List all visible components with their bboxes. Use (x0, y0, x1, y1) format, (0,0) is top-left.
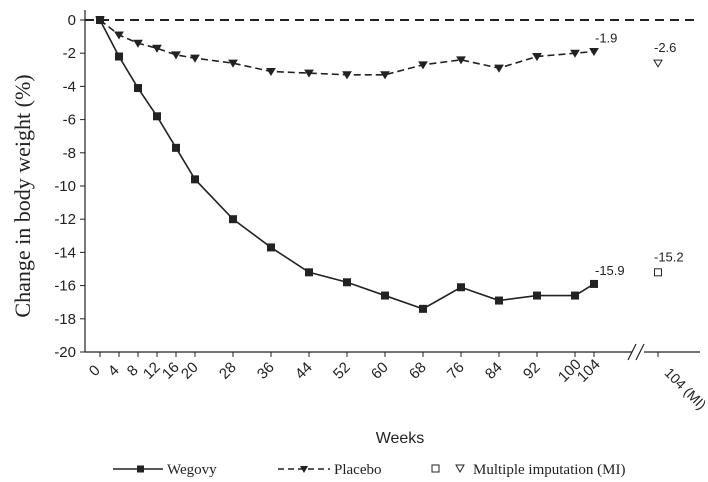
mi-value-label: -15.2 (654, 249, 684, 264)
legend-open-square (431, 464, 440, 473)
x-tick-label: 84 (482, 359, 506, 383)
data-point (571, 291, 579, 300)
data-point (342, 71, 352, 80)
mi-data-point (654, 268, 662, 277)
x-tick-label: 76 (444, 359, 468, 383)
data-point (171, 51, 181, 60)
y-tick-label: -6 (63, 112, 76, 129)
data-point (589, 48, 599, 57)
data-point (456, 56, 466, 65)
y-tick-label: -16 (54, 278, 76, 295)
legend-label-placebo: Placebo (334, 462, 381, 478)
legend-item-wegovy: Wegovy (113, 462, 217, 478)
x-tick-label: 4 (105, 362, 123, 380)
y-tick-label: -10 (54, 178, 76, 195)
data-point (380, 71, 390, 80)
y-tick-label: 0 (68, 12, 76, 29)
end-value-label: -15.9 (595, 263, 625, 278)
x-tick-label: 0 (86, 362, 104, 380)
legend-triangle-marker (300, 466, 308, 473)
end-value-label: -1.9 (595, 31, 617, 46)
data-point (114, 31, 124, 40)
legend-square-marker (137, 465, 144, 473)
x-tick-label: 28 (216, 359, 240, 383)
data-point (267, 243, 275, 252)
data-point (95, 16, 105, 25)
axis-break-mark (627, 343, 637, 361)
data-point (494, 64, 504, 73)
data-point (495, 296, 503, 305)
data-point (304, 69, 314, 78)
data-point (590, 279, 598, 288)
x-tick-label: 104 (574, 356, 604, 386)
data-point (532, 53, 542, 62)
y-tick-label: -12 (54, 211, 76, 228)
data-point (305, 268, 313, 277)
data-point (228, 59, 238, 68)
series-line-placebo (99, 19, 595, 76)
legend-item-mi: Multiple imputation (MI) (431, 462, 625, 478)
data-point (134, 84, 142, 93)
x-axis-title: Weeks (376, 430, 425, 447)
series-line-wegovy (99, 19, 595, 310)
data-point (570, 49, 580, 58)
data-point (153, 112, 161, 121)
data-point (229, 215, 237, 224)
data-point (172, 143, 180, 152)
x-tick-label: 60 (368, 359, 392, 383)
data-point (533, 291, 541, 300)
data-point (381, 291, 389, 300)
x-tick-label: 36 (254, 359, 278, 383)
legend-open-triangle (455, 464, 465, 474)
y-tick-label: -8 (63, 145, 76, 162)
data-point (266, 67, 276, 77)
data-point (115, 52, 123, 61)
x-tick-label: 52 (330, 359, 354, 383)
mi-data-point (653, 59, 663, 68)
legend-label-wegovy: Wegovy (167, 462, 217, 478)
x-tick-label: 44 (292, 359, 316, 383)
y-tick-label: -14 (54, 244, 76, 261)
mi-value-label: -2.6 (654, 40, 676, 55)
x-tick-label-mi: 104 (MI) (661, 364, 708, 412)
data-point (419, 304, 427, 313)
x-tick-label: 92 (520, 359, 544, 383)
data-point (191, 175, 199, 184)
data-point (457, 283, 465, 292)
legend-item-placebo: Placebo (278, 462, 381, 478)
data-point (190, 54, 200, 63)
y-tick-label: -2 (63, 45, 76, 62)
y-tick-label: -18 (54, 311, 76, 328)
x-tick-label: 20 (178, 359, 202, 383)
axis-break-mark (635, 343, 645, 361)
legend-label-mi: Multiple imputation (MI) (473, 462, 625, 478)
y-axis-title: Change in body weight (%) (10, 74, 35, 317)
y-tick-label: -20 (54, 344, 76, 361)
data-point (418, 61, 428, 70)
x-tick-label: 68 (406, 359, 430, 383)
data-point (133, 39, 143, 48)
y-tick-label: -4 (63, 78, 76, 95)
data-point (343, 278, 351, 287)
data-point (152, 44, 162, 53)
